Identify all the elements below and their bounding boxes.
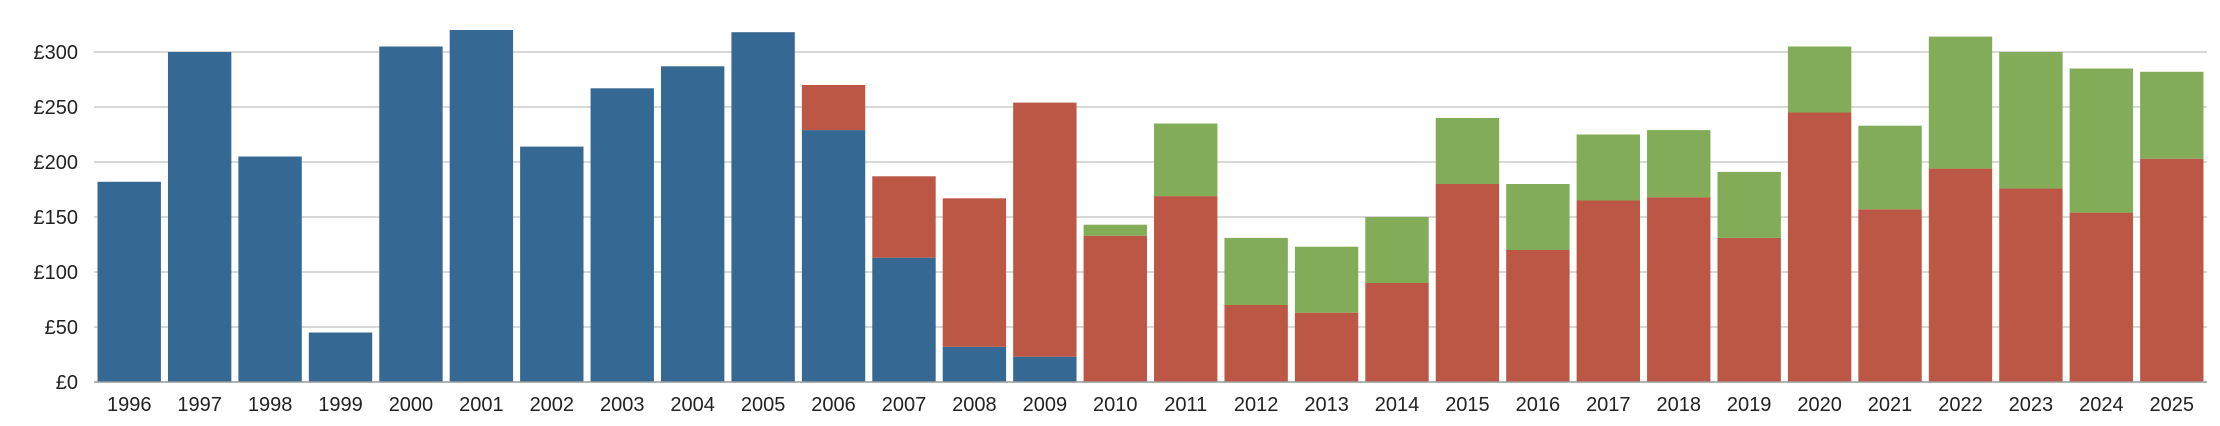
bar-segment-series-1: [660, 66, 725, 383]
y-tick-label: £0: [56, 372, 78, 394]
bar-segment-series-1: [731, 32, 795, 382]
bar-segment-series-2: [1083, 235, 1147, 382]
x-tick-label: 2017: [1586, 394, 1631, 416]
bar-segment-series-2: [942, 198, 1007, 347]
bar-segment-series-3: [1999, 52, 2063, 189]
bar-segment-series-1: [308, 332, 373, 382]
bar-segment-series-3: [1787, 46, 1852, 113]
y-tick-label: £150: [34, 207, 79, 229]
bar-segment-series-1: [379, 46, 443, 382]
bar-segment-series-3: [1154, 123, 1218, 197]
bar-segment-series-2: [1435, 184, 1500, 382]
bar-segment-series-3: [1506, 184, 1570, 250]
bars: [97, 30, 2204, 383]
bar-segment-series-3: [1647, 130, 1711, 198]
bar-segment-series-3: [2140, 71, 2204, 159]
bar-segment-series-1: [872, 257, 936, 382]
x-tick-label: 2008: [952, 394, 997, 416]
x-tick-label: 1997: [177, 394, 222, 416]
bar-segment-series-1: [590, 88, 654, 383]
bar-segment-series-3: [1928, 36, 1993, 169]
bar-segment-series-3: [1435, 118, 1500, 184]
bar-segment-series-1: [1013, 356, 1077, 382]
bar-segment-series-2: [1013, 102, 1077, 357]
x-tick-label: 2024: [2079, 394, 2124, 416]
x-tick-label: 2025: [2150, 394, 2195, 416]
bar-segment-series-2: [1717, 237, 1781, 382]
bar-segment-series-3: [1294, 246, 1359, 313]
y-tick-label: £50: [45, 317, 78, 339]
x-tick-label: 2006: [811, 394, 856, 416]
bar-segment-series-1: [942, 346, 1007, 382]
x-tick-label: 1996: [107, 394, 152, 416]
x-tick-label: 2009: [1023, 394, 1068, 416]
bar-segment-series-2: [1506, 250, 1570, 382]
x-tick-label: 2000: [389, 394, 434, 416]
x-tick-label: 2018: [1657, 394, 1702, 416]
bar-segment-series-3: [1224, 237, 1288, 305]
bar-segment-series-3: [1576, 134, 1641, 201]
bar-segment-series-2: [872, 176, 936, 258]
gridlines: [94, 51, 2207, 328]
bar-segment-series-1: [238, 156, 302, 382]
bar-segment-series-2: [1647, 197, 1711, 382]
bar-segment-series-1: [449, 30, 514, 382]
bar-segment-series-3: [2069, 68, 2134, 213]
x-tick-label: 2012: [1234, 394, 1279, 416]
x-tick-label: 2003: [600, 394, 645, 416]
x-tick-label: 2021: [1868, 394, 1913, 416]
bar-segment-series-1: [801, 130, 866, 382]
x-tick-label: 2010: [1093, 394, 1138, 416]
x-tick-label: 2022: [1938, 394, 1983, 416]
bar-segment-series-2: [801, 85, 866, 131]
x-tick-label: 2007: [882, 394, 927, 416]
bar-segment-series-2: [2140, 158, 2204, 382]
x-tick-label: 2005: [741, 394, 786, 416]
bar-segment-series-2: [1294, 312, 1359, 382]
x-tick-label: 2001: [459, 394, 504, 416]
bar-segment-series-3: [1365, 217, 1429, 283]
bar-segment-series-1: [97, 181, 161, 382]
bar-segment-series-3: [1083, 224, 1147, 236]
y-tick-label: £100: [34, 262, 79, 284]
bar-segment-series-1: [520, 146, 584, 382]
x-tick-label: 2013: [1304, 394, 1349, 416]
x-tick-label: 2015: [1445, 394, 1490, 416]
y-tick-label: £200: [34, 152, 79, 174]
bar-segment-series-2: [1576, 200, 1641, 382]
bar-segment-series-2: [1858, 209, 1922, 382]
x-tick-label: 2014: [1375, 394, 1420, 416]
bar-segment-series-2: [1224, 305, 1288, 382]
bar-segment-series-2: [1999, 188, 2063, 382]
x-tick-label: 1999: [318, 394, 363, 416]
bar-segment-series-2: [1787, 112, 1852, 382]
x-tick-label: 2023: [2009, 394, 2054, 416]
y-tick-label: £300: [34, 42, 79, 64]
bar-segment-series-2: [1365, 283, 1429, 382]
bar-segment-series-2: [1154, 196, 1218, 382]
bar-segment-series-2: [2069, 212, 2134, 382]
bar-segment-series-3: [1717, 171, 1781, 238]
x-tick-label: 2002: [530, 394, 575, 416]
bar-segment-series-2: [1928, 168, 1993, 382]
x-tick-label: 2004: [670, 394, 715, 416]
x-tick-label: 2019: [1727, 394, 1772, 416]
y-tick-label: £250: [34, 97, 79, 119]
x-tick-label: 2011: [1164, 394, 1207, 416]
bar-segment-series-1: [167, 52, 232, 382]
x-tick-label: 1998: [248, 394, 293, 416]
x-tick-label: 2016: [1516, 394, 1561, 416]
tick-labels: £0 £50 £100 £150 £200 £250 £300 1996 1997 1998 199…: [34, 42, 2195, 416]
bar-segment-series-3: [1858, 125, 1922, 210]
x-tick-label: 2020: [1797, 394, 1842, 416]
